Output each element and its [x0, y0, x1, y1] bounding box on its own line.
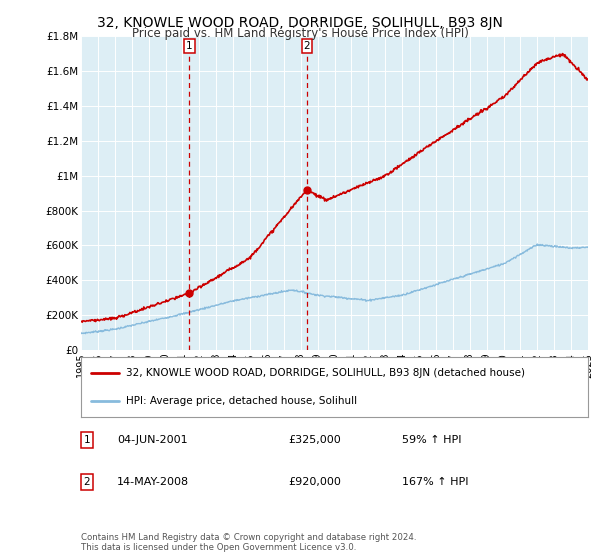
Text: 04-JUN-2001: 04-JUN-2001: [117, 435, 188, 445]
Text: 32, KNOWLE WOOD ROAD, DORRIDGE, SOLIHULL, B93 8JN (detached house): 32, KNOWLE WOOD ROAD, DORRIDGE, SOLIHULL…: [125, 368, 524, 378]
Text: HPI: Average price, detached house, Solihull: HPI: Average price, detached house, Soli…: [125, 396, 357, 406]
Text: £325,000: £325,000: [288, 435, 341, 445]
Text: 14-MAY-2008: 14-MAY-2008: [117, 477, 189, 487]
Text: This data is licensed under the Open Government Licence v3.0.: This data is licensed under the Open Gov…: [81, 543, 356, 552]
Text: 1: 1: [83, 435, 91, 445]
Text: 1: 1: [186, 41, 193, 51]
Text: £920,000: £920,000: [288, 477, 341, 487]
Text: 2: 2: [304, 41, 310, 51]
Text: 32, KNOWLE WOOD ROAD, DORRIDGE, SOLIHULL, B93 8JN: 32, KNOWLE WOOD ROAD, DORRIDGE, SOLIHULL…: [97, 16, 503, 30]
Text: 2: 2: [83, 477, 91, 487]
Text: Price paid vs. HM Land Registry's House Price Index (HPI): Price paid vs. HM Land Registry's House …: [131, 27, 469, 40]
Text: Contains HM Land Registry data © Crown copyright and database right 2024.: Contains HM Land Registry data © Crown c…: [81, 533, 416, 542]
Text: 59% ↑ HPI: 59% ↑ HPI: [402, 435, 461, 445]
Text: 167% ↑ HPI: 167% ↑ HPI: [402, 477, 469, 487]
